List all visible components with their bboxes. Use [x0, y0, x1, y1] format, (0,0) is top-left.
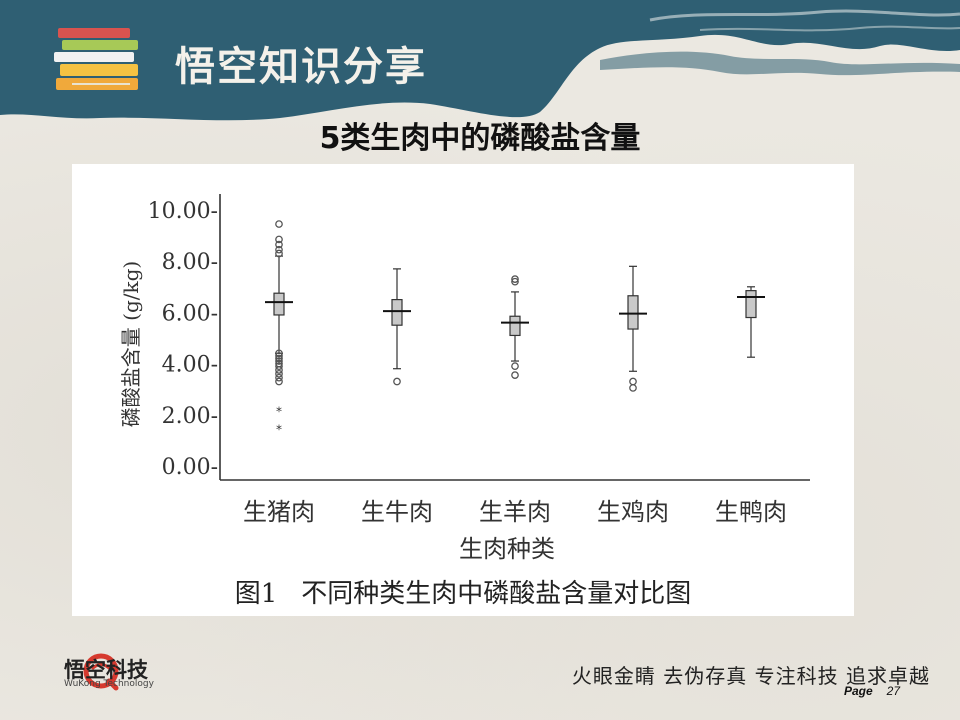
outlier-point	[511, 275, 519, 283]
figure-panel: 0.00- 2.00- 4.00- 6.00- 8.00- 10.00- 磷酸盐含量 (g/…	[72, 164, 854, 616]
outlier-point	[275, 377, 283, 386]
outlier-point	[511, 371, 519, 379]
outlier-point	[275, 220, 283, 228]
box	[509, 315, 521, 337]
page-label: Page	[843, 684, 873, 698]
outlier-point	[275, 245, 283, 254]
page-indicator: Page 27	[844, 684, 900, 698]
outlier-point	[275, 354, 283, 363]
figure-caption-label: 图1	[234, 579, 278, 609]
box	[745, 290, 757, 319]
x-tick-label: 生鸡肉	[597, 498, 669, 526]
outlier-point	[629, 384, 637, 392]
extreme-point: *	[276, 423, 282, 437]
outlier-point	[275, 235, 283, 244]
y-tick-label: 10.00-	[148, 199, 218, 224]
slide-title: 5类生肉中的磷酸盐含量	[319, 121, 641, 156]
extreme-point: *	[276, 405, 282, 419]
company-name: 悟空科技	[64, 658, 148, 682]
wukong-logo-icon	[83, 653, 119, 691]
y-tick-label: 6.00-	[162, 301, 218, 326]
x-tick-label: 生猪肉	[243, 498, 315, 526]
brand-title: 悟空知识分享	[175, 44, 427, 90]
x-tick-label: 生鸭肉	[715, 498, 787, 526]
y-tick-label: 2.00-	[162, 404, 218, 429]
x-axis-label: 生肉种类	[459, 535, 555, 563]
slogan: 火眼金睛 去伪存真 专注科技 追求卓越	[571, 664, 930, 688]
outlier-point	[275, 349, 283, 358]
outlier-point	[275, 240, 283, 249]
outlier-point	[275, 352, 283, 360]
outlier-point	[275, 357, 283, 365]
outlier-point	[275, 369, 283, 378]
books-logo-icon	[54, 28, 138, 90]
figure-caption: 图1 不同种类生肉中磷酸盐含量对比图	[72, 573, 854, 610]
company-name-en: WuKong Technology	[64, 679, 154, 689]
outlier-point	[629, 377, 637, 386]
box	[273, 292, 285, 316]
x-tick-label: 生羊肉	[479, 498, 551, 526]
header-banner	[0, 0, 960, 121]
outlier-point	[511, 277, 519, 286]
y-tick-label: 8.00-	[162, 250, 218, 275]
y-axis-label: 磷酸盐含量 (g/kg)	[119, 261, 143, 427]
page-number: 27	[886, 684, 900, 698]
box	[627, 295, 639, 330]
outlier-point	[275, 373, 283, 382]
y-tick-label: 4.00-	[162, 353, 218, 378]
outlier-point	[275, 249, 283, 258]
outlier-point	[275, 366, 283, 374]
box	[391, 299, 403, 326]
outlier-point	[511, 362, 519, 371]
figure-caption-text: 不同种类生肉中磷酸盐含量对比图	[301, 579, 692, 609]
outlier-point	[393, 377, 401, 386]
boxplot-chart: 0.00- 2.00- 4.00- 6.00- 8.00- 10.00- 磷酸盐含量 (g/…	[119, 194, 810, 563]
y-tick-label: 0.00-	[162, 455, 218, 480]
x-tick-label: 生牛肉	[361, 498, 433, 526]
outlier-point	[275, 362, 283, 371]
